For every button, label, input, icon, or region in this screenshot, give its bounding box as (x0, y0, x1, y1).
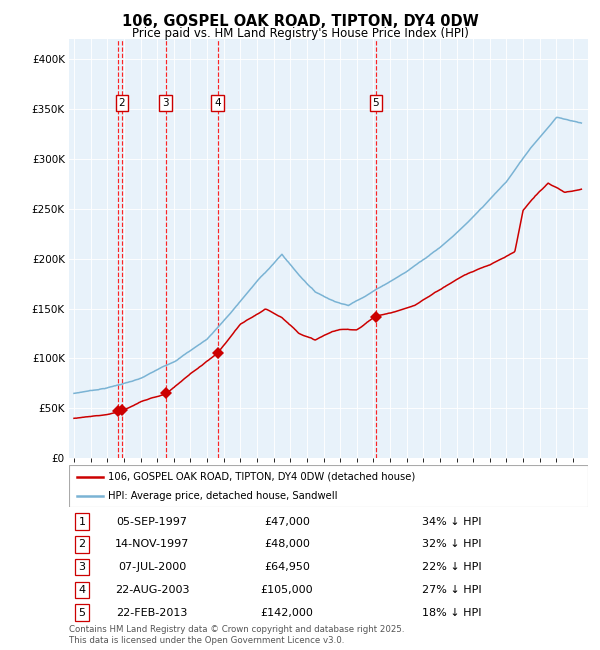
Text: 14-NOV-1997: 14-NOV-1997 (115, 540, 189, 549)
Text: 2: 2 (118, 98, 125, 108)
Text: Contains HM Land Registry data © Crown copyright and database right 2025.
This d: Contains HM Land Registry data © Crown c… (69, 625, 404, 645)
Text: 22% ↓ HPI: 22% ↓ HPI (422, 562, 482, 572)
Text: £48,000: £48,000 (264, 540, 310, 549)
Text: Price paid vs. HM Land Registry's House Price Index (HPI): Price paid vs. HM Land Registry's House … (131, 27, 469, 40)
Text: 106, GOSPEL OAK ROAD, TIPTON, DY4 0DW: 106, GOSPEL OAK ROAD, TIPTON, DY4 0DW (122, 14, 478, 29)
Text: 3: 3 (163, 98, 169, 108)
Text: 32% ↓ HPI: 32% ↓ HPI (422, 540, 481, 549)
Text: 1: 1 (79, 517, 85, 526)
Text: 5: 5 (79, 608, 85, 617)
Text: 05-SEP-1997: 05-SEP-1997 (116, 517, 188, 526)
Text: 4: 4 (79, 585, 86, 595)
FancyBboxPatch shape (69, 465, 588, 507)
Text: £105,000: £105,000 (260, 585, 313, 595)
Text: HPI: Average price, detached house, Sandwell: HPI: Average price, detached house, Sand… (108, 491, 337, 501)
Text: 07-JUL-2000: 07-JUL-2000 (118, 562, 186, 572)
Text: £142,000: £142,000 (260, 608, 313, 617)
Text: 5: 5 (373, 98, 379, 108)
Text: 22-AUG-2003: 22-AUG-2003 (115, 585, 189, 595)
Text: 22-FEB-2013: 22-FEB-2013 (116, 608, 188, 617)
Text: 2: 2 (79, 540, 86, 549)
Text: 18% ↓ HPI: 18% ↓ HPI (422, 608, 481, 617)
Text: 106, GOSPEL OAK ROAD, TIPTON, DY4 0DW (detached house): 106, GOSPEL OAK ROAD, TIPTON, DY4 0DW (d… (108, 472, 415, 482)
Text: 3: 3 (79, 562, 85, 572)
Text: £64,950: £64,950 (264, 562, 310, 572)
Text: 27% ↓ HPI: 27% ↓ HPI (422, 585, 482, 595)
Text: 34% ↓ HPI: 34% ↓ HPI (422, 517, 481, 526)
Text: 4: 4 (214, 98, 221, 108)
Text: £47,000: £47,000 (264, 517, 310, 526)
